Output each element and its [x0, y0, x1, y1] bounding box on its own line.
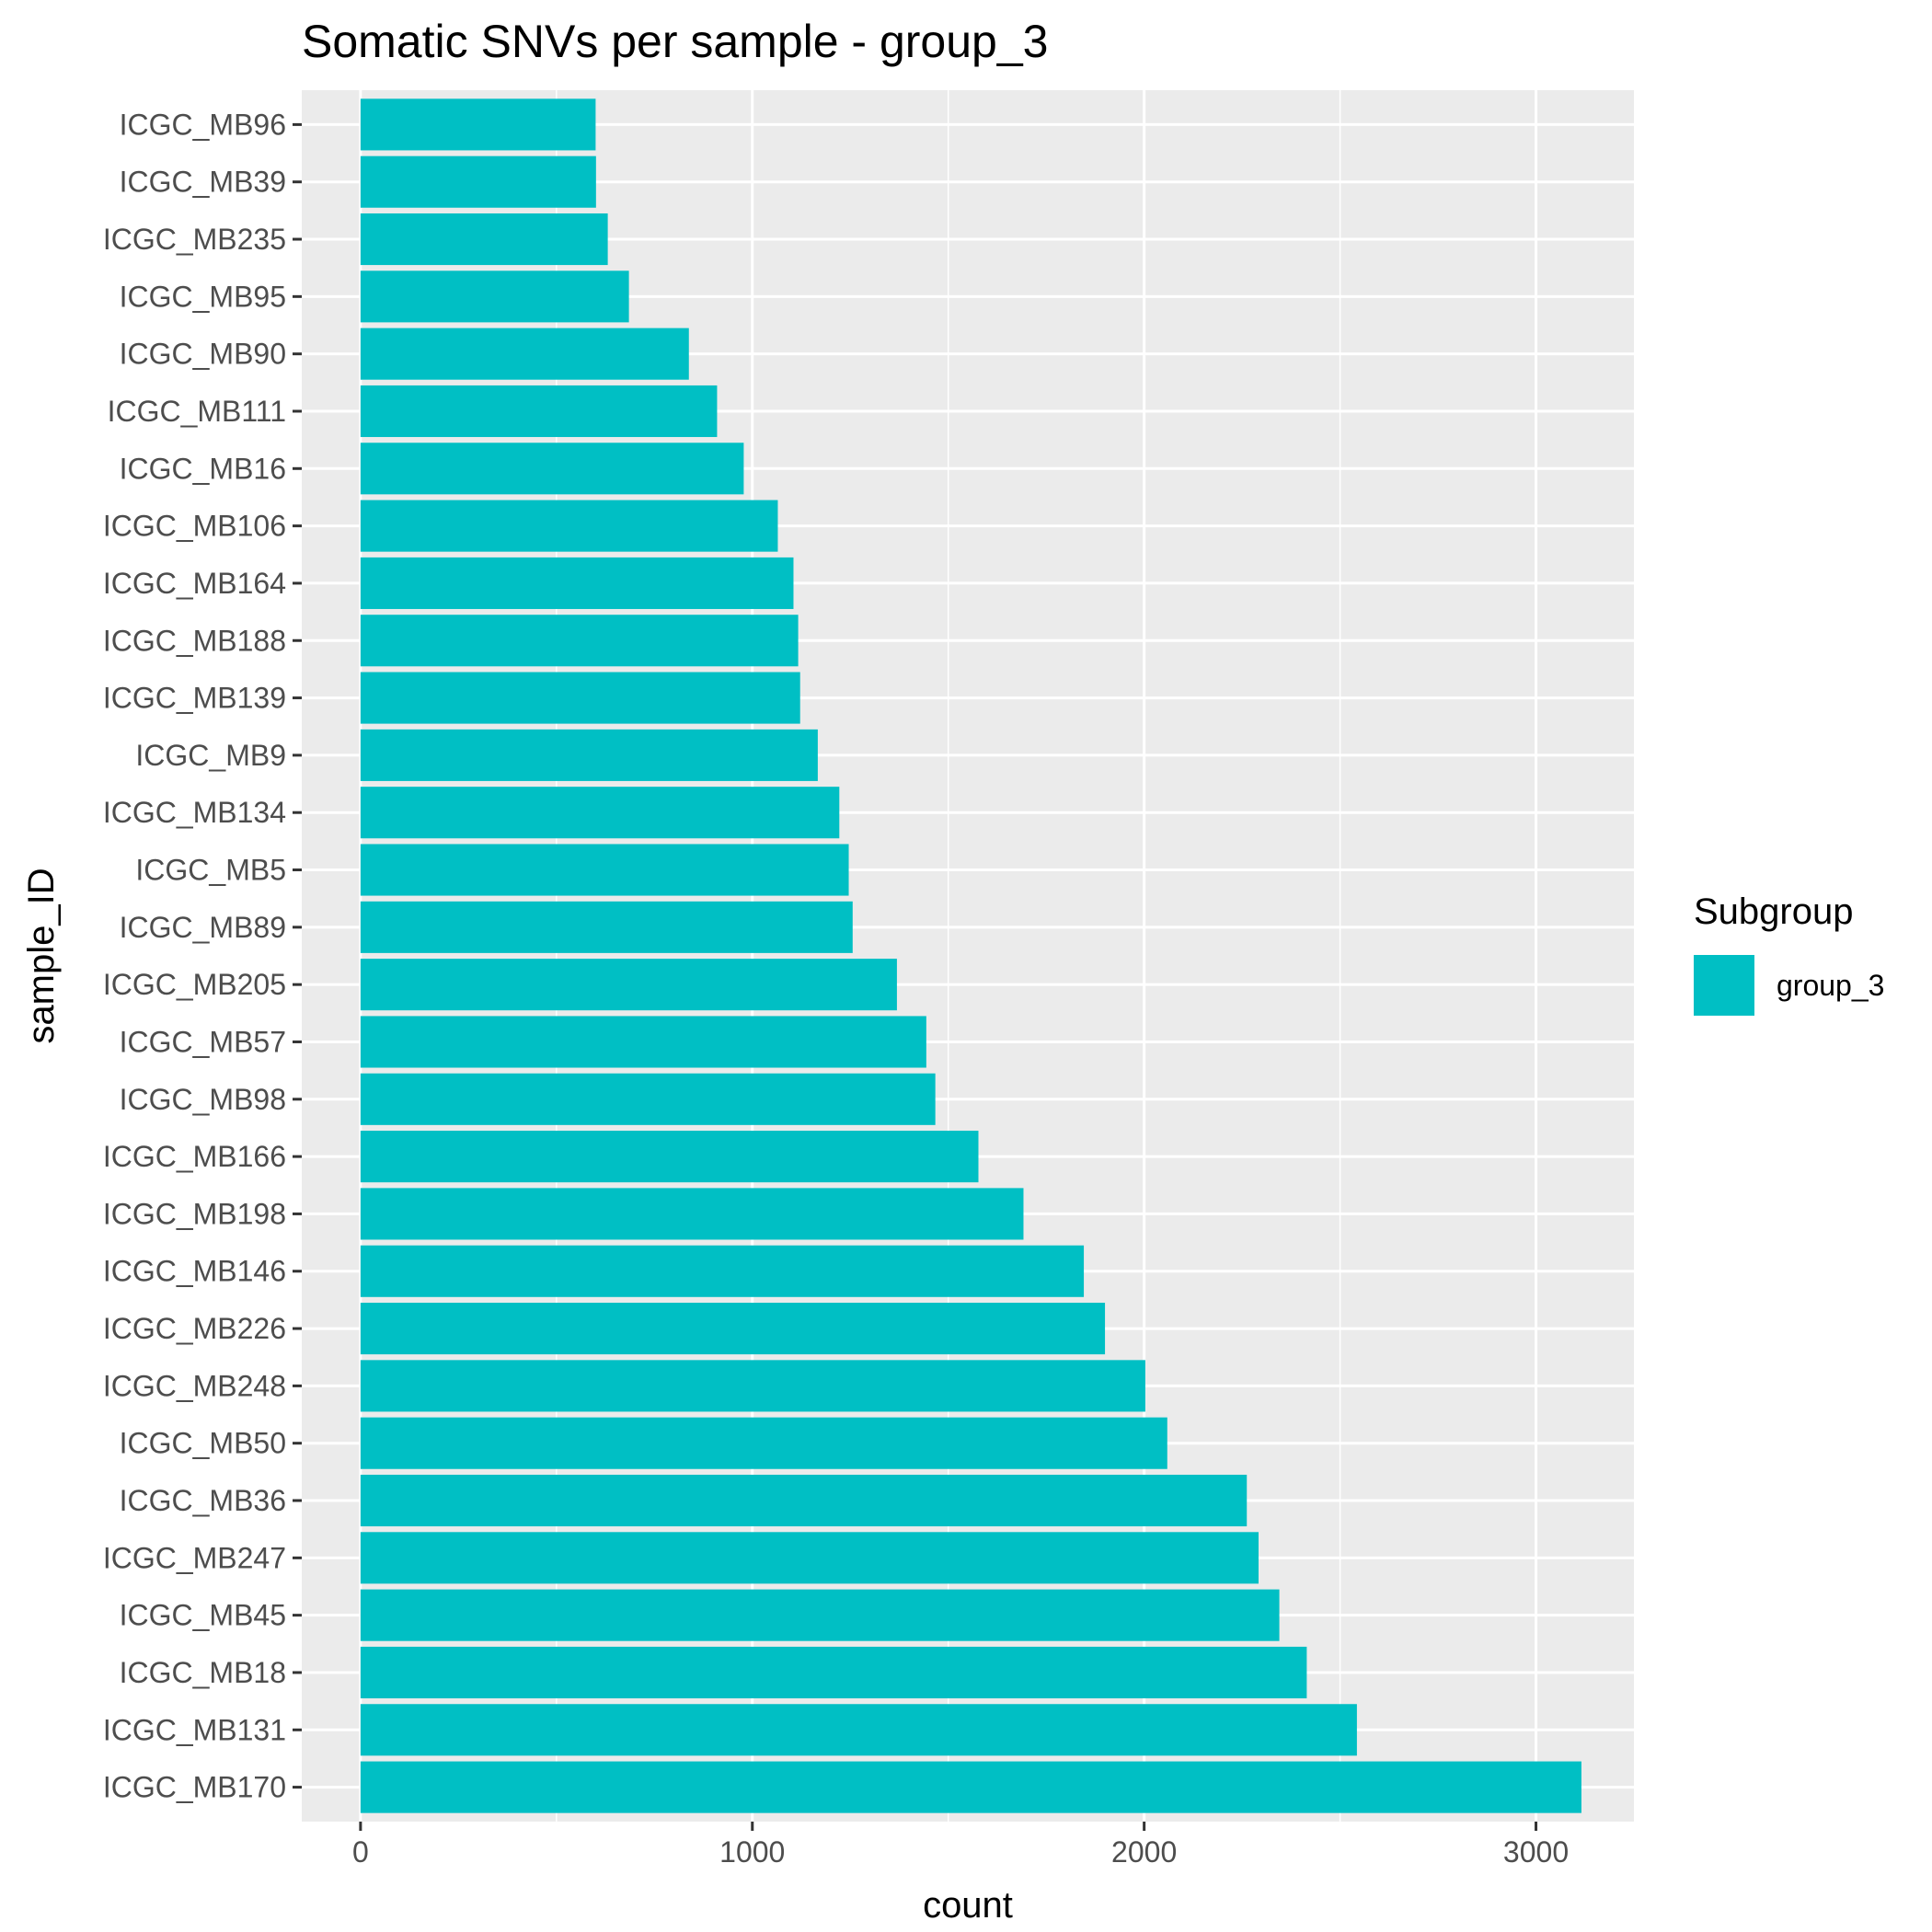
bar-icgc-mb226 [361, 1303, 1105, 1354]
bar-icgc-mb248 [361, 1360, 1145, 1411]
bar-icgc-mb205 [361, 959, 897, 1010]
y-tick-label: ICGC_MB111 [108, 395, 286, 428]
y-tick-label: ICGC_MB134 [103, 796, 286, 829]
y-tick-label: ICGC_MB198 [103, 1197, 286, 1230]
y-tick-label: ICGC_MB89 [120, 911, 286, 944]
bar-icgc-mb95 [361, 270, 629, 322]
bar-icgc-mb166 [361, 1131, 979, 1182]
bar-icgc-mb247 [361, 1532, 1259, 1583]
y-tick-label: ICGC_MB131 [103, 1713, 286, 1746]
y-tick-label: ICGC_MB5 [135, 854, 286, 887]
chart-title: Somatic SNVs per sample - group_3 [302, 16, 1048, 67]
bar-icgc-mb170 [361, 1762, 1581, 1813]
bar-icgc-mb164 [361, 558, 794, 609]
bar-icgc-mb188 [361, 615, 799, 666]
y-tick-label: ICGC_MB9 [135, 739, 286, 772]
bar-icgc-mb235 [361, 213, 608, 265]
y-tick-label: ICGC_MB164 [103, 567, 286, 600]
bar-icgc-mb139 [361, 673, 800, 724]
bar-icgc-mb18 [361, 1647, 1307, 1698]
bar-icgc-mb50 [361, 1418, 1167, 1469]
bar-icgc-mb98 [361, 1074, 936, 1125]
y-axis-title: sample_ID [21, 868, 62, 1043]
y-tick-label: ICGC_MB50 [120, 1427, 286, 1460]
x-tick-label: 2000 [1111, 1835, 1177, 1869]
y-tick-label: ICGC_MB18 [120, 1656, 286, 1689]
bar-icgc-mb89 [361, 902, 853, 953]
y-tick-label: ICGC_MB226 [103, 1312, 286, 1345]
bar-icgc-mb5 [361, 844, 849, 895]
x-tick-label: 3000 [1503, 1835, 1569, 1869]
bar-icgc-mb198 [361, 1188, 1024, 1239]
x-tick-label: 0 [352, 1835, 369, 1869]
y-tick-label: ICGC_MB45 [120, 1599, 286, 1632]
bar-icgc-mb16 [361, 443, 744, 494]
bar-icgc-mb36 [361, 1475, 1247, 1526]
bar-icgc-mb57 [361, 1016, 926, 1067]
bar-icgc-mb146 [361, 1246, 1084, 1297]
y-tick-label: ICGC_MB248 [103, 1369, 286, 1402]
y-tick-label: ICGC_MB16 [120, 452, 286, 485]
y-tick-label: ICGC_MB146 [103, 1255, 286, 1288]
y-tick-label: ICGC_MB39 [120, 166, 286, 199]
bar-icgc-mb106 [361, 500, 778, 552]
bar-icgc-mb9 [361, 730, 818, 781]
bar-icgc-mb90 [361, 328, 689, 380]
y-tick-label: ICGC_MB235 [103, 223, 286, 256]
y-tick-label: ICGC_MB247 [103, 1541, 286, 1574]
y-tick-label: ICGC_MB170 [103, 1771, 286, 1804]
y-tick-label: ICGC_MB139 [103, 682, 286, 715]
bar-icgc-mb131 [361, 1704, 1357, 1755]
legend-label-group-3: group_3 [1777, 969, 1884, 1002]
bar-icgc-mb45 [361, 1590, 1280, 1641]
y-tick-label: ICGC_MB90 [120, 338, 286, 371]
bar-icgc-mb96 [361, 98, 596, 150]
legend-key-group-3 [1694, 955, 1754, 1016]
legend-title: Subgroup [1694, 891, 1853, 932]
y-tick-label: ICGC_MB188 [103, 624, 286, 657]
y-tick-label: ICGC_MB95 [120, 280, 286, 313]
bar-icgc-mb111 [361, 385, 718, 437]
y-tick-label: ICGC_MB166 [103, 1140, 286, 1173]
y-tick-label: ICGC_MB98 [120, 1083, 286, 1116]
x-tick-label: 1000 [719, 1835, 785, 1869]
y-tick-label: ICGC_MB57 [120, 1025, 286, 1058]
bar-icgc-mb134 [361, 787, 839, 838]
y-tick-label: ICGC_MB106 [103, 510, 286, 543]
y-tick-label: ICGC_MB205 [103, 968, 286, 1001]
bar-icgc-mb39 [361, 156, 596, 208]
y-tick-label: ICGC_MB36 [120, 1484, 286, 1517]
x-axis-title: count [923, 1885, 1013, 1926]
y-tick-label: ICGC_MB96 [120, 108, 286, 141]
